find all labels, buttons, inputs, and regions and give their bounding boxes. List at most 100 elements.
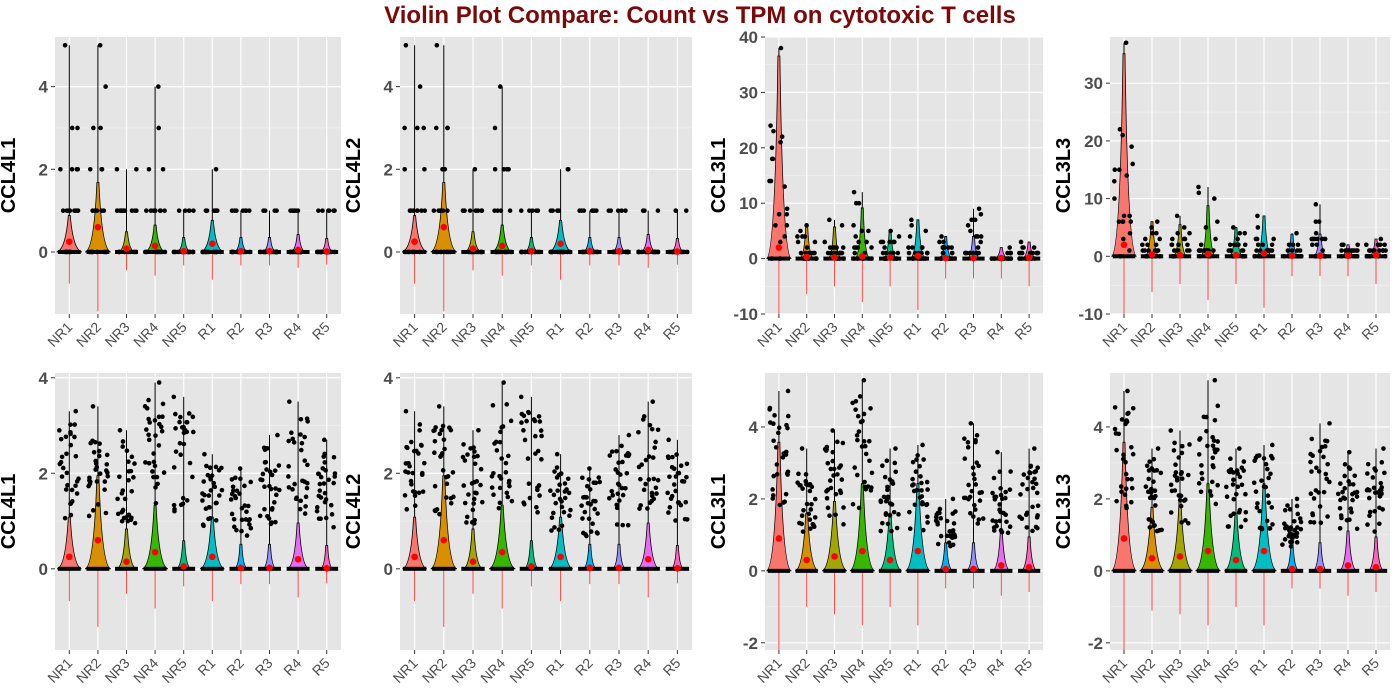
data-point — [1149, 225, 1154, 230]
data-point — [643, 457, 649, 463]
data-point — [509, 498, 515, 504]
data-point — [1181, 225, 1187, 230]
data-point — [852, 245, 857, 250]
data-point — [609, 488, 615, 494]
data-point — [126, 469, 132, 474]
data-point — [403, 408, 409, 414]
data-point — [615, 208, 621, 213]
data-point — [1118, 484, 1124, 489]
mean-marker — [586, 564, 594, 572]
data-point — [320, 466, 326, 471]
data-point — [114, 166, 120, 172]
data-point — [1179, 520, 1184, 525]
data-point — [1265, 493, 1271, 498]
data-point — [550, 208, 556, 213]
data-point — [303, 494, 309, 500]
data-point — [297, 506, 303, 512]
data-point — [771, 473, 777, 479]
x-tick-label: R4 — [280, 319, 304, 343]
data-point — [851, 223, 856, 228]
y-axis-label: CCL3L3 — [1053, 474, 1075, 550]
data-point — [1338, 481, 1343, 486]
data-point — [262, 506, 267, 512]
data-point — [506, 480, 512, 486]
data-point — [774, 472, 780, 477]
data-point — [207, 505, 212, 510]
data-point — [862, 484, 868, 490]
data-point — [825, 460, 831, 466]
data-point — [1314, 465, 1319, 471]
data-point — [857, 394, 863, 399]
data-point — [331, 208, 336, 213]
data-point — [1178, 503, 1184, 509]
data-point — [1224, 484, 1229, 490]
x-tick-label: NR5 — [865, 655, 896, 686]
data-point — [795, 234, 800, 239]
data-point — [179, 425, 185, 430]
data-point — [273, 492, 279, 498]
x-tick-label: NR1 — [44, 319, 75, 350]
data-point — [783, 449, 789, 455]
x-tick-label: R3 — [601, 319, 625, 343]
data-point — [807, 488, 813, 494]
data-point — [1174, 478, 1180, 483]
data-point — [155, 481, 160, 487]
data-point — [552, 525, 557, 530]
x-tick-label: R5 — [1011, 655, 1035, 679]
data-point — [1325, 514, 1330, 519]
data-point — [998, 486, 1003, 491]
data-point — [974, 433, 980, 438]
zero-points — [86, 249, 110, 254]
data-point — [207, 465, 213, 471]
data-point — [421, 460, 427, 466]
data-point — [804, 501, 810, 507]
data-point — [1271, 236, 1276, 242]
data-point — [331, 524, 336, 530]
data-point — [784, 211, 790, 217]
data-point — [1261, 484, 1267, 489]
data-point — [885, 496, 890, 502]
data-point — [1290, 242, 1296, 248]
data-point — [1377, 248, 1382, 253]
violin-NR2 — [1139, 506, 1165, 572]
data-point — [184, 498, 190, 503]
data-point — [1255, 501, 1260, 506]
zero-points — [767, 256, 791, 261]
data-point — [1372, 529, 1377, 534]
data-point — [492, 166, 498, 172]
y-tick-label: 4 — [384, 78, 394, 97]
data-point — [1210, 463, 1216, 468]
x-tick-label: NR3 — [448, 655, 479, 686]
data-point — [592, 208, 597, 213]
mean-marker — [66, 553, 73, 561]
data-point — [1231, 511, 1236, 517]
zero-points — [57, 249, 81, 254]
violin-NR1 — [402, 516, 427, 570]
data-point — [416, 490, 422, 496]
data-point — [62, 515, 68, 521]
data-point — [276, 487, 282, 493]
data-point — [970, 250, 976, 256]
data-point — [562, 495, 568, 501]
data-point — [132, 461, 137, 466]
data-point — [503, 470, 509, 475]
data-point — [1287, 507, 1293, 512]
mean-marker — [528, 247, 535, 255]
mean-marker — [66, 238, 73, 245]
data-point — [1203, 225, 1209, 230]
data-point — [305, 419, 310, 424]
x-tick-label: R1 — [194, 319, 218, 343]
data-point — [178, 452, 184, 458]
mean-marker — [886, 254, 894, 261]
violin-NR3 — [116, 528, 137, 570]
data-point — [804, 223, 809, 228]
data-point — [1117, 167, 1122, 173]
data-point — [966, 496, 971, 502]
mean-marker — [970, 254, 977, 262]
data-point — [506, 453, 511, 459]
data-point — [536, 483, 542, 488]
data-point — [853, 200, 859, 206]
data-point — [769, 145, 775, 151]
data-point — [539, 433, 544, 439]
